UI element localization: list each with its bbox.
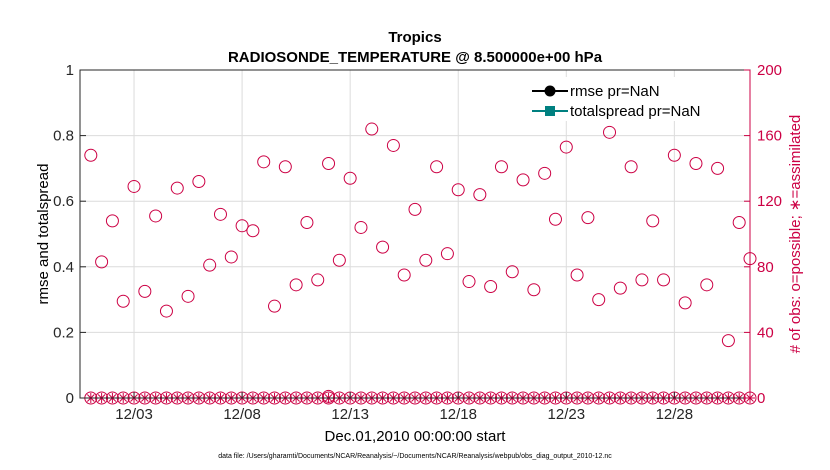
y-right-tick-label: 160 (757, 128, 782, 145)
chart-subtitle: RADIOSONDE_TEMPERATURE @ 8.500000e+00 hP… (228, 49, 603, 66)
obs-possible-point (322, 156, 336, 170)
obs-possible-point (224, 250, 238, 264)
x-tick-label: 12/08 (223, 406, 261, 423)
obs-possible-point (408, 202, 422, 216)
obs-possible-point (473, 188, 487, 202)
obs-possible-point (84, 148, 98, 162)
obs-possible-point (678, 296, 692, 310)
obs-possible-point (700, 278, 714, 292)
obs-possible-point (419, 253, 433, 267)
plot-area (80, 70, 750, 398)
y-tick-label: 0.6 (53, 193, 74, 210)
obs-possible-point (311, 273, 325, 287)
x-tick-label: 12/03 (115, 406, 153, 423)
legend-rmse-marker (544, 85, 556, 97)
legend: rmse pr=NaN totalspread pr=NaN (528, 77, 740, 121)
obs-possible-point (235, 219, 249, 233)
obs-possible-point (181, 289, 195, 303)
obs-possible-point (592, 293, 606, 307)
obs-possible-point (257, 155, 271, 169)
obs-possible-point (505, 265, 519, 279)
y-right-tick-label: 0 (757, 390, 765, 407)
obs-possible-point (646, 214, 660, 228)
obs-possible-point (711, 161, 725, 175)
legend-totalspread-marker (545, 106, 555, 116)
y-tick-label: 1 (66, 62, 74, 79)
x-tick-label: 12/13 (331, 406, 369, 423)
obs-possible-point (721, 334, 735, 348)
obs-possible-point (559, 140, 573, 154)
y-tick-label: 0 (66, 390, 74, 407)
x-axis: 12/03 12/08 12/13 12/18 12/23 12/28 (115, 392, 693, 423)
obs-possible-point (581, 211, 595, 225)
obs-possible-point (365, 122, 379, 136)
obs-possible-point (440, 247, 454, 261)
y-tick-label: 0.2 (53, 324, 74, 341)
y-axis-label: rmse and totalspread (35, 164, 52, 305)
y-right-tick-label: 80 (757, 259, 774, 276)
obs-possible-point (332, 253, 346, 267)
obs-possible-point (268, 299, 282, 313)
obs-possible-point (667, 148, 681, 162)
obs-possible-point (116, 294, 130, 308)
obs-possible-point (95, 255, 109, 269)
obs-possible-point (430, 160, 444, 174)
obs-possible-point (635, 273, 649, 287)
legend-rmse-label: rmse pr=NaN (570, 83, 660, 100)
obs-possible-point (138, 284, 152, 298)
obs-possible-point (689, 156, 703, 170)
obs-possible-point (376, 240, 390, 254)
obs-possible-point (624, 160, 638, 174)
obs-possible-point (127, 179, 141, 193)
obs-possible-point (149, 209, 163, 223)
y-tick-label: 0.4 (53, 259, 74, 276)
obs-possible-point (603, 125, 617, 139)
obs-possible-point (300, 216, 314, 230)
obs-possible-point (397, 268, 411, 282)
data-file-note: data file: /Users/gharamti/Documents/NCA… (218, 453, 612, 460)
obs-possible-point (516, 173, 530, 187)
y-tick-label: 0.8 (53, 128, 74, 145)
y-right-tick-label: 40 (757, 324, 774, 341)
obs-possible-point (548, 212, 562, 226)
obs-possible-point (732, 216, 746, 230)
x-tick-label: 12/18 (439, 406, 477, 423)
obs-possible-point (451, 183, 465, 197)
obs-possible-point (105, 214, 119, 228)
obs-possible-point (246, 224, 260, 238)
x-axis-label: Dec.01,2010 00:00:00 start (325, 428, 507, 445)
obs-possible-point (494, 160, 508, 174)
obs-possible-point (203, 258, 217, 272)
chart-title: Tropics (388, 29, 441, 46)
y-axis-right-label: # of obs: o=possible; ∗=assimilated (787, 115, 804, 354)
obs-possible-point (484, 279, 498, 293)
obs-possible-point (354, 220, 368, 234)
obs-possible-point (192, 175, 206, 189)
obs-possible-point (657, 273, 671, 287)
y-right-tick-label: 120 (757, 193, 782, 210)
y-axis-left: 0 0.2 0.4 0.6 0.8 1 (53, 62, 86, 407)
obs-possible-point (343, 171, 357, 185)
y-axis-right: 0 40 80 120 160 200 (744, 62, 782, 407)
obs-possible-point (386, 138, 400, 152)
obs-possible-point (278, 160, 292, 174)
obs-possible-point (170, 181, 184, 195)
x-tick-label: 12/28 (656, 406, 694, 423)
legend-totalspread-label: totalspread pr=NaN (570, 103, 701, 120)
obs-possible-point (289, 278, 303, 292)
obs-possible-point (538, 166, 552, 180)
x-tick-label: 12/23 (548, 406, 586, 423)
obs-possible-point (213, 207, 227, 221)
obs-possible-point (613, 281, 627, 295)
y-right-tick-label: 200 (757, 62, 782, 79)
legend-box (528, 77, 740, 121)
obs-possible-point (159, 304, 173, 318)
obs-possible-point (570, 268, 584, 282)
obs-possible-point (462, 275, 476, 289)
obs-possible-point (527, 283, 541, 297)
